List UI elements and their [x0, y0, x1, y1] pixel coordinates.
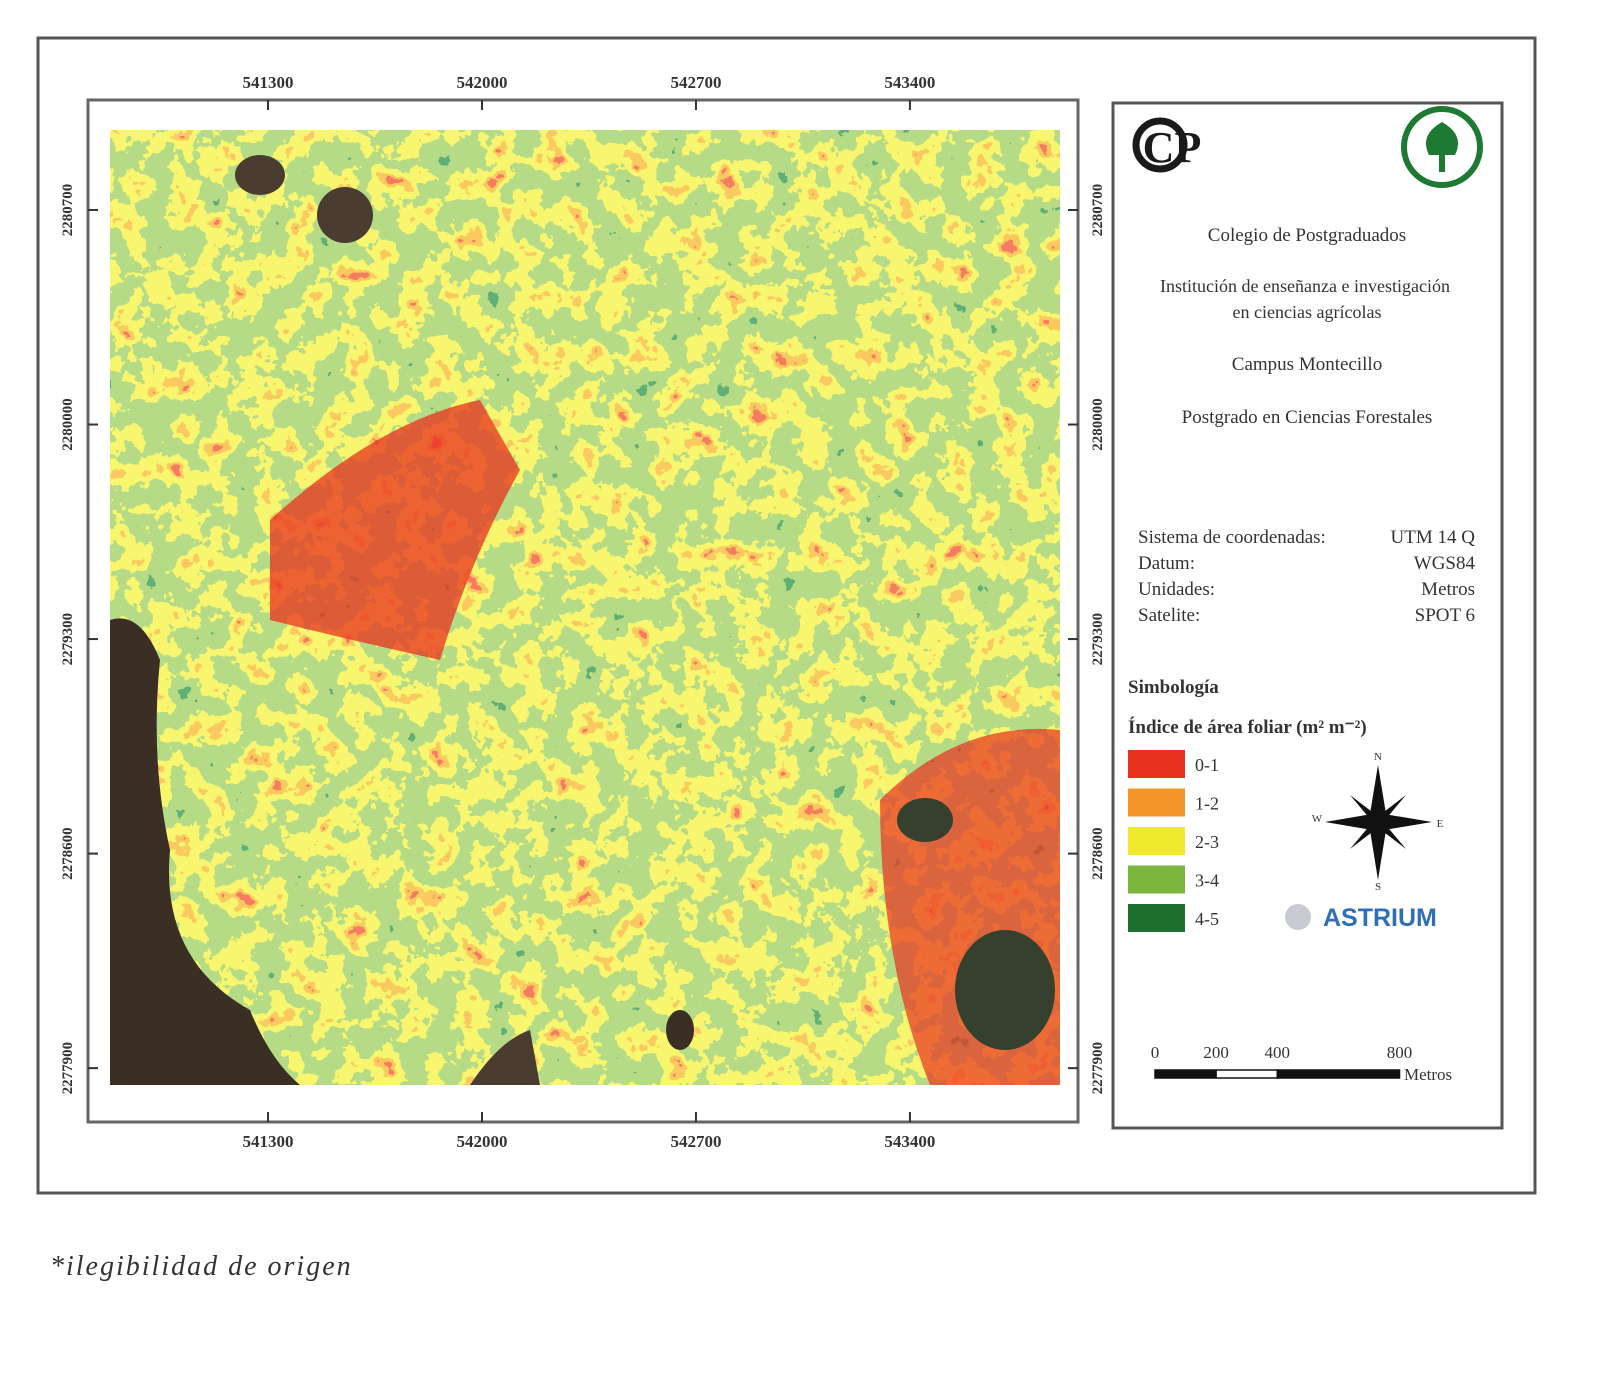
description: en ciencias agrícolas: [1233, 302, 1382, 322]
legend-label: 1-2: [1195, 794, 1219, 814]
y-tick-label: 2280000: [60, 398, 76, 451]
scale-label: 0: [1151, 1043, 1160, 1062]
y-tick-label: 2280000: [1090, 398, 1106, 451]
lai-raster: [110, 130, 1060, 1085]
scale-segment: [1276, 1069, 1401, 1079]
legend-swatch: [1128, 827, 1185, 855]
metadata-value: WGS84: [1414, 553, 1476, 574]
dark-patch: [317, 187, 373, 243]
urban-area: [110, 618, 300, 1085]
footnote: *ilegibilidad de origen: [50, 1251, 353, 1282]
x-tick-label: 543400: [884, 1132, 935, 1151]
x-tick-label: 542000: [456, 73, 507, 92]
scale-label: 400: [1265, 1043, 1291, 1062]
scale-label: 800: [1387, 1043, 1413, 1062]
dark-patch: [897, 798, 953, 842]
compass-s: S: [1375, 881, 1381, 893]
forest-logo-tree: [1425, 122, 1459, 172]
legend-label: 0-1: [1195, 755, 1219, 775]
metadata-label: Satelite:: [1138, 605, 1200, 626]
legend-title: Índice de área foliar (m² m⁻²): [1128, 716, 1367, 738]
legend-swatch: [1128, 865, 1185, 894]
description: Institución de enseñanza e investigación: [1160, 276, 1450, 296]
astrium-logo: [1285, 904, 1311, 930]
compass-w: W: [1312, 813, 1323, 825]
legend-swatch: [1128, 750, 1185, 778]
provider: ASTRIUM: [1323, 904, 1437, 932]
legend-label: 2-3: [1195, 832, 1219, 852]
dark-patch: [666, 1010, 694, 1050]
legend-label: 4-5: [1195, 909, 1219, 929]
legend-swatch: [1128, 904, 1185, 932]
cp-logo-ring: [1132, 117, 1188, 173]
y-tick-label: 2280700: [60, 184, 76, 237]
scale-label: 200: [1203, 1043, 1229, 1062]
campus: Campus Montecillo: [1232, 354, 1382, 375]
x-tick-label: 542700: [670, 73, 721, 92]
x-tick-label: 541300: [243, 1132, 294, 1151]
x-tick-label: 542700: [670, 1132, 721, 1151]
legend-panel: [1111, 101, 1504, 1130]
dark-patch: [470, 1030, 540, 1085]
compass-n: N: [1374, 751, 1382, 763]
metadata-label: Sistema de coordenadas:: [1138, 527, 1326, 548]
x-tick-label: 541300: [243, 73, 294, 92]
outer-frame: [36, 36, 1537, 1195]
legend-swatch: [1128, 788, 1185, 817]
y-tick-label: 2279300: [60, 613, 76, 666]
x-tick-label: 543400: [884, 73, 935, 92]
y-tick-label: 2277900: [60, 1042, 76, 1095]
program: Postgrado en Ciencias Forestales: [1182, 407, 1433, 428]
metadata-value: Metros: [1421, 579, 1475, 600]
y-tick-label: 2277900: [1090, 1042, 1106, 1095]
legend-label: 3-4: [1195, 871, 1219, 891]
y-tick-label: 2278600: [1090, 827, 1106, 880]
y-tick-label: 2278600: [60, 827, 76, 880]
y-tick-label: 2280700: [1090, 184, 1106, 237]
dark-patch: [955, 930, 1055, 1050]
institution: Colegio de Postgraduados: [1208, 225, 1406, 246]
metadata-label: Unidades:: [1138, 579, 1215, 600]
scale-unit: Metros: [1404, 1065, 1452, 1084]
metadata-label: Datum:: [1138, 553, 1195, 574]
compass-e: E: [1437, 818, 1444, 830]
scale-segment: [1154, 1069, 1217, 1079]
cp-logo: CP: [1143, 123, 1202, 172]
bare-field: [270, 400, 520, 660]
dark-patch: [235, 155, 285, 195]
metadata-value: UTM 14 Q: [1391, 527, 1476, 548]
metadata-value: SPOT 6: [1415, 605, 1475, 626]
x-tick-label: 542000: [456, 1132, 507, 1151]
legend-heading: Simbología: [1128, 677, 1219, 698]
scale-segment: [1215, 1069, 1279, 1079]
y-tick-label: 2279300: [1090, 613, 1106, 666]
compass: [1325, 765, 1432, 880]
